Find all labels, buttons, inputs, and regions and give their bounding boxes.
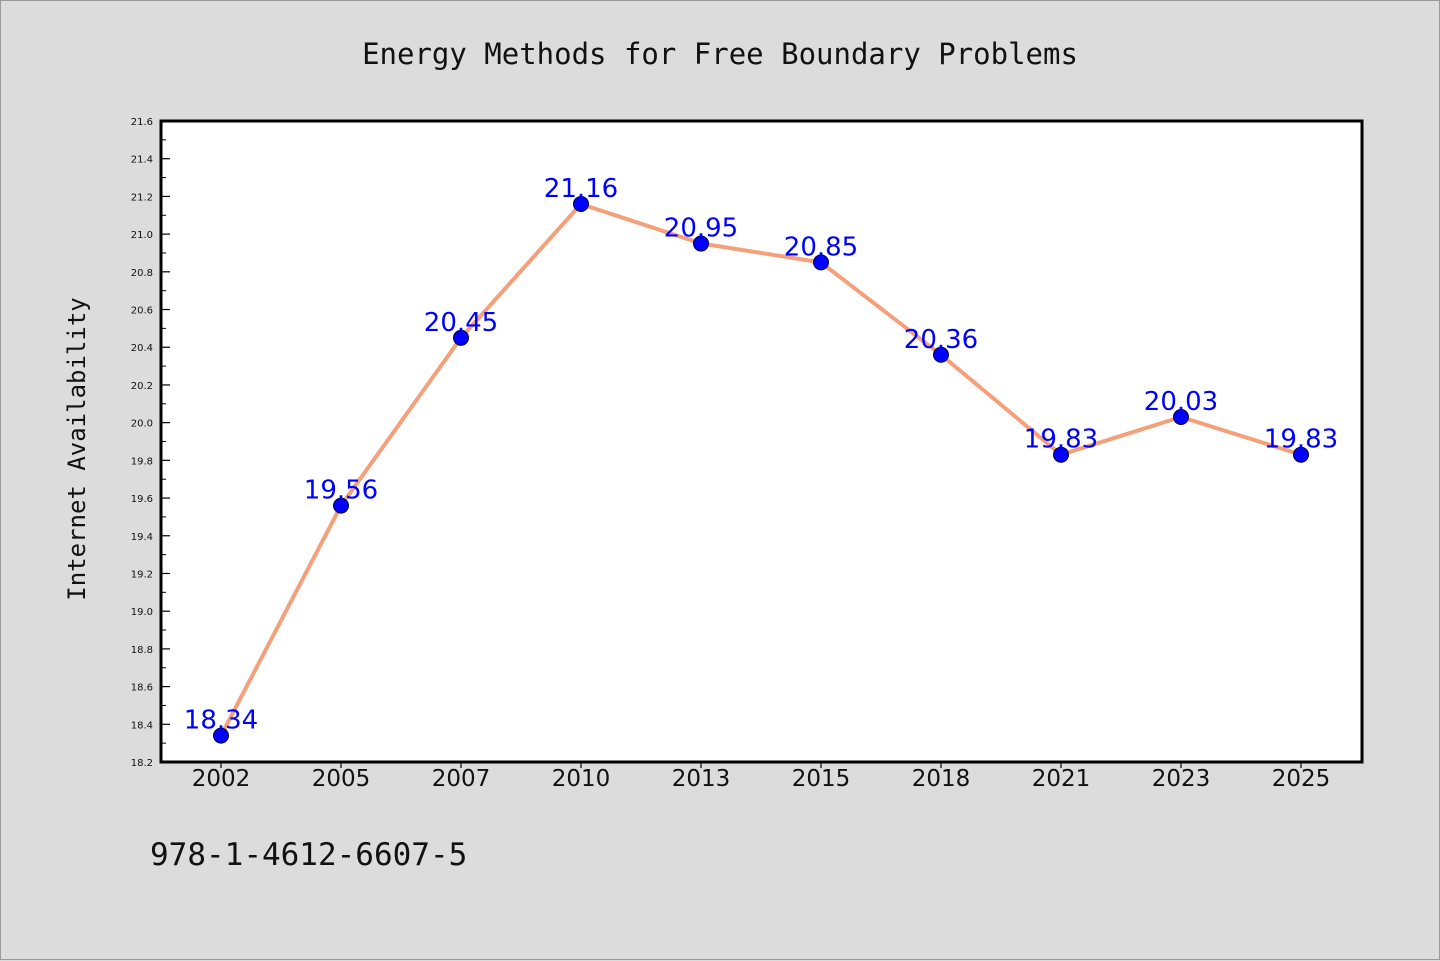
y-axis-tick-labels: 18.2 18.4 18.6 18.8 19.0 19.2 19.4 19.6 19.8 20.0…	[131, 117, 153, 769]
y-tick-label: 21.0	[131, 230, 153, 241]
data-label: 20.36	[904, 325, 978, 355]
data-point	[333, 497, 349, 514]
data-label: 21.16	[544, 174, 618, 204]
data-label: 20.95	[664, 214, 738, 244]
y-tick-label: 18.8	[131, 645, 153, 656]
x-tick-label: 2007	[432, 766, 491, 792]
data-point	[1293, 446, 1309, 463]
data-labels: 18.34 19.56 20.45 21.16 20.95 20.85 20.36 19.83…	[184, 174, 1338, 736]
data-point	[1173, 408, 1189, 425]
data-label: 19.83	[1024, 425, 1098, 455]
data-point	[693, 235, 709, 252]
data-label: 19.83	[1264, 425, 1338, 455]
y-tick-label: 19.2	[131, 569, 153, 580]
series-line	[219, 202, 1302, 737]
data-point	[813, 254, 829, 271]
x-tick-label: 2021	[1032, 766, 1091, 792]
y-tick-label: 21.4	[131, 155, 153, 166]
plot-frame	[159, 119, 1364, 764]
y-tick-label: 21.2	[131, 192, 153, 203]
plot-area	[161, 121, 1362, 762]
data-point	[573, 195, 589, 212]
y-axis-label: Internet Availability	[63, 297, 91, 600]
y-tick-label: 20.6	[131, 306, 153, 317]
data-label: 19.56	[304, 476, 378, 506]
x-tick-label: 2018	[912, 766, 971, 792]
x-tick-label: 2023	[1152, 766, 1211, 792]
x-tick-label: 2025	[1272, 766, 1331, 792]
x-axis-tick-labels: 2002 2005 2007 2010 2013 2015 2018 2021 2023 2025	[192, 762, 1331, 792]
y-tick-label: 19.0	[131, 607, 153, 618]
x-tick-label: 2013	[672, 766, 731, 792]
y-tick-label: 19.8	[131, 456, 153, 467]
data-label: 20.85	[784, 232, 858, 262]
data-point	[453, 329, 469, 346]
y-tick-label: 18.6	[131, 683, 153, 694]
y-tick-label: 20.0	[131, 419, 153, 430]
y-tick-label: 19.6	[131, 494, 153, 505]
x-tick-label: 2015	[792, 766, 851, 792]
data-label: 20.45	[424, 308, 498, 338]
y-tick-label: 21.6	[131, 117, 153, 128]
y-tick-label: 20.4	[131, 343, 153, 354]
isbn-footer: 978-1-4612-6607-5	[150, 837, 467, 873]
data-point	[213, 727, 229, 744]
data-point	[1053, 446, 1069, 463]
data-point	[933, 346, 949, 363]
data-label: 18.34	[184, 706, 258, 736]
data-label: 20.03	[1144, 387, 1218, 417]
x-tick-label: 2005	[312, 766, 371, 792]
y-tick-label: 20.8	[131, 268, 153, 279]
x-tick-label: 2002	[192, 766, 251, 792]
y-tick-label: 18.2	[131, 758, 153, 769]
chart-title: Energy Methods for Free Boundary Problem…	[362, 37, 1078, 71]
y-tick-label: 19.4	[131, 532, 153, 543]
y-tick-label: 18.4	[131, 720, 153, 731]
y-tick-label: 20.2	[131, 381, 153, 392]
data-markers	[213, 195, 1309, 744]
x-tick-label: 2010	[552, 766, 611, 792]
